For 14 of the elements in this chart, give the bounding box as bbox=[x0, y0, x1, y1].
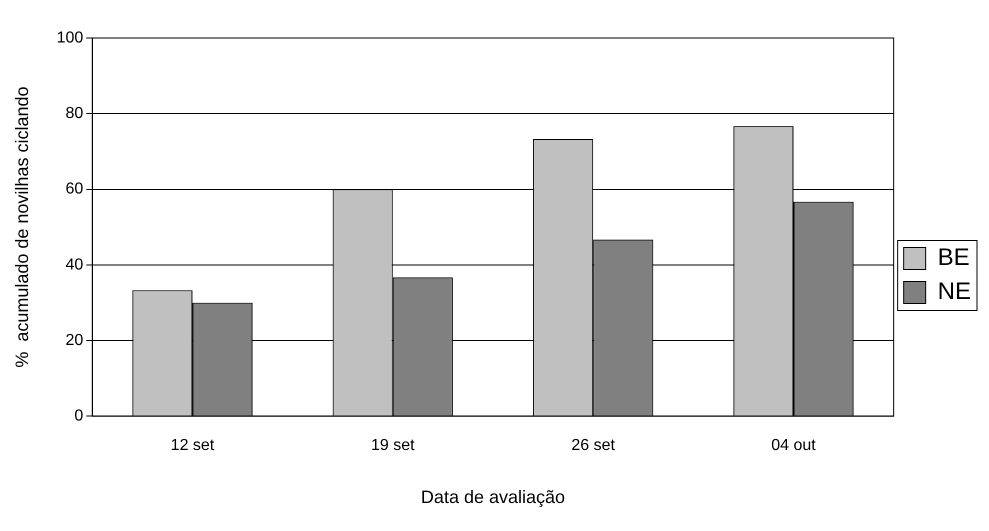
legend-label: BE bbox=[938, 244, 970, 272]
y-tick-label: 60 bbox=[66, 180, 84, 198]
y-tick-label: 0 bbox=[74, 408, 84, 425]
legend-label: NE bbox=[938, 278, 972, 306]
x-tick-label: 04 out bbox=[771, 437, 816, 454]
x-tick-label: 26 set bbox=[571, 437, 616, 454]
y-tick-label: 80 bbox=[66, 105, 84, 122]
x-tick-label: 12 set bbox=[170, 437, 215, 454]
y-tick-label: 20 bbox=[66, 332, 84, 349]
y-tick-label: 40 bbox=[66, 256, 84, 274]
y-tick-label: 100 bbox=[56, 29, 84, 46]
x-tick-label: 19 set bbox=[371, 437, 416, 454]
x-axis-title: Data de avaliação bbox=[420, 487, 566, 508]
y-axis-title: % acumulado de novilhas ciclando bbox=[12, 86, 32, 368]
